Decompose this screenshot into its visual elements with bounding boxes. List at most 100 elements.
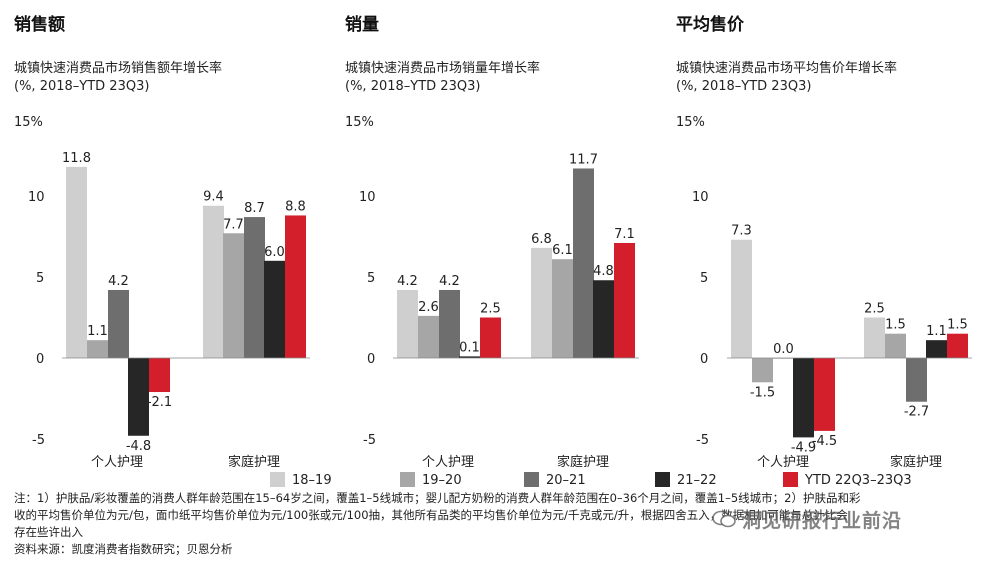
legend-label: 18–19 xyxy=(292,473,332,488)
bar xyxy=(593,280,614,358)
data-label: 7.7 xyxy=(223,217,244,232)
axis-max-label: 15% xyxy=(345,115,374,130)
bar xyxy=(947,333,968,358)
data-label: 11.8 xyxy=(62,151,91,166)
y-tick-label: 10 xyxy=(28,190,45,205)
category-label: 家庭护理 xyxy=(557,454,609,470)
category-label: 个人护理 xyxy=(91,455,143,470)
data-label: 0.0 xyxy=(773,342,794,357)
axis-max-label: 15% xyxy=(14,115,43,130)
panel-title: 平均售价 xyxy=(676,14,745,35)
bar xyxy=(459,356,480,358)
data-label: -4.8 xyxy=(126,439,151,454)
bar xyxy=(480,317,501,358)
bar xyxy=(573,168,594,358)
data-label: 9.4 xyxy=(203,190,224,205)
bar xyxy=(926,340,947,358)
bar xyxy=(264,260,285,358)
bar xyxy=(439,289,460,358)
bar xyxy=(418,315,439,358)
bar xyxy=(814,358,835,431)
data-label: 0.1 xyxy=(459,340,480,355)
legend-swatch xyxy=(655,472,670,487)
watermark-text: 洞见研报行业前沿 xyxy=(742,510,903,532)
data-label: 6.8 xyxy=(531,232,552,247)
data-label: 1.5 xyxy=(947,318,968,333)
data-label: 2.5 xyxy=(480,302,501,317)
bar xyxy=(864,317,885,358)
bar xyxy=(397,289,418,358)
panel-title: 销售额 xyxy=(14,14,65,35)
data-label: 4.2 xyxy=(108,274,129,289)
category-label: 个人护理 xyxy=(422,455,474,470)
category-label: 家庭护理 xyxy=(890,454,942,470)
panel-subtitle-unit: (%, 2018–YTD 23Q3) xyxy=(676,79,811,94)
bar xyxy=(149,358,170,393)
legend-label: 21–22 xyxy=(677,473,717,488)
data-label: 2.6 xyxy=(418,300,439,315)
legend-label: 19–20 xyxy=(422,473,462,488)
data-label: 7.1 xyxy=(614,227,635,242)
bar xyxy=(66,166,87,358)
bar xyxy=(552,259,573,358)
legend-label: 20–21 xyxy=(546,473,586,488)
y-tick-label: 0 xyxy=(367,352,375,367)
bar xyxy=(885,333,906,358)
panel-subtitle-unit: (%, 2018–YTD 23Q3) xyxy=(345,79,480,94)
bar xyxy=(614,242,635,358)
bar xyxy=(285,215,306,358)
data-label: 6.0 xyxy=(264,245,285,260)
footnotes: 注：1）护肤品/彩妆覆盖的消费人群年龄范围在15–64岁之间，覆盖1–5线城市；… xyxy=(14,490,989,558)
data-label: -4.5 xyxy=(812,434,837,449)
data-label: 1.5 xyxy=(885,318,906,333)
bar xyxy=(752,358,773,383)
panel-subtitle: 城镇快速消费品市场平均售价年增长率 xyxy=(676,60,897,76)
note-line-2: 收的平均售价单位为元/包，面巾纸平均售价单位为元/100张或元/100抽，其他所… xyxy=(14,508,848,522)
bar xyxy=(203,205,224,358)
source-line: 资料来源：凯度消费者指数研究；贝恩分析 xyxy=(14,542,233,556)
bar xyxy=(87,340,108,358)
data-label: -2.7 xyxy=(904,405,929,420)
panel-subtitle: 城镇快速消费品市场销售额年增长率 xyxy=(14,60,222,76)
bar xyxy=(128,358,149,436)
note-line-3: 存在些许出入 xyxy=(14,525,83,539)
note-line-1: 注：1）护肤品/彩妆覆盖的消费人群年龄范围在15–64岁之间，覆盖1–5线城市；… xyxy=(14,491,861,505)
legend-swatch xyxy=(524,472,539,487)
y-tick-label: -5 xyxy=(696,433,709,448)
bar xyxy=(731,239,752,358)
data-label: 1.1 xyxy=(87,324,108,339)
data-label: -1.5 xyxy=(750,385,775,400)
legend: 18–19 19–20 20–21 21–22 YTD 22Q3–23Q3 xyxy=(270,472,912,488)
category-label: 个人护理 xyxy=(757,455,809,470)
data-label: 4.2 xyxy=(397,274,418,289)
legend-label: YTD 22Q3–23Q3 xyxy=(804,473,912,488)
y-tick-label: 10 xyxy=(692,190,709,205)
y-tick-label: -5 xyxy=(363,433,376,448)
y-tick-label: 10 xyxy=(359,190,376,205)
data-label: 8.7 xyxy=(244,201,265,216)
bar xyxy=(531,247,552,358)
axis-max-label: 15% xyxy=(676,115,705,130)
bar xyxy=(223,233,244,358)
data-label: 2.5 xyxy=(864,302,885,317)
legend-swatch xyxy=(783,472,798,487)
y-tick-label: 5 xyxy=(36,271,44,286)
data-label: 8.8 xyxy=(285,199,306,214)
y-tick-label: 5 xyxy=(367,271,375,286)
data-label: -2.1 xyxy=(147,395,172,410)
bar xyxy=(108,289,129,358)
bar xyxy=(906,358,927,402)
data-label: 11.7 xyxy=(569,152,598,167)
category-label: 家庭护理 xyxy=(228,454,280,470)
data-label: -4.9 xyxy=(791,440,816,455)
wechat-icon xyxy=(712,510,736,528)
panel-title: 销量 xyxy=(345,14,379,35)
legend-swatch xyxy=(400,472,415,487)
panel-subtitle-unit: (%, 2018–YTD 23Q3) xyxy=(14,79,149,94)
data-label: 4.8 xyxy=(593,264,614,279)
y-tick-label: 0 xyxy=(36,352,44,367)
